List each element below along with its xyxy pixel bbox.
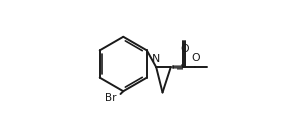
Text: Br: Br <box>105 93 117 103</box>
Text: O: O <box>180 44 188 54</box>
Text: N: N <box>151 54 160 64</box>
Text: O: O <box>191 53 200 63</box>
